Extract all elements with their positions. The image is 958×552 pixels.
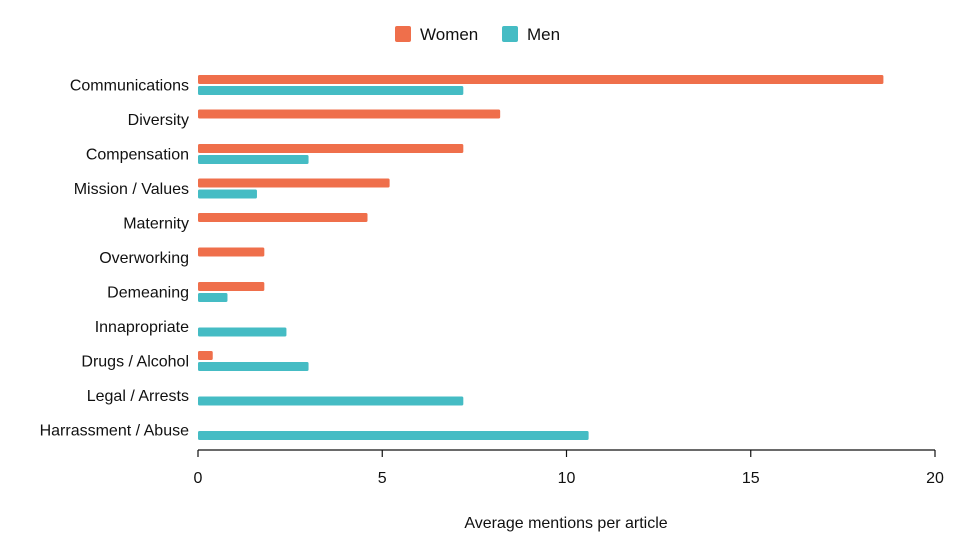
bar-women-diversity — [198, 109, 501, 119]
category-label-harrassment-abuse: Harrassment / Abuse — [40, 423, 190, 440]
bar-women-overworking — [198, 247, 265, 257]
category-labels: Communications Diversity Compensation Missi… — [40, 78, 190, 440]
category-label-maternity: Maternity — [123, 216, 189, 233]
category-label-compensation: Compensation — [86, 147, 189, 164]
bar-men-legal-arrests — [198, 396, 464, 406]
category-label-communications: Communications — [70, 78, 189, 95]
bar-women-communications — [198, 75, 884, 84]
bar-men-harrassment-abuse — [198, 431, 589, 440]
legend-label-men: Men — [527, 25, 560, 44]
bar-women-demeaning — [198, 282, 265, 291]
category-label-mission-values: Mission / Values — [74, 181, 189, 198]
category-label-demeaning: Demeaning — [107, 285, 189, 302]
bar-men-communications — [198, 86, 464, 95]
legend-swatch-women — [395, 26, 411, 42]
bar-women-compensation — [198, 144, 464, 153]
x-tick-label: 20 — [926, 470, 944, 487]
bar-men-drugs-alcohol — [198, 362, 309, 371]
bars — [198, 75, 884, 440]
x-axis-title: Average mentions per article — [464, 515, 667, 532]
bar-women-mission-values — [198, 178, 390, 188]
x-tick-label: 10 — [558, 470, 576, 487]
x-tick-label: 0 — [194, 470, 203, 487]
legend-label-women: Women — [420, 25, 478, 44]
legend-item-women: Women — [395, 25, 478, 44]
x-axis: 0 5 10 15 20 — [194, 449, 944, 487]
legend: Women Men — [395, 25, 560, 44]
legend-item-men: Men — [502, 25, 560, 44]
category-label-legal-arrests: Legal / Arrests — [87, 388, 189, 405]
legend-swatch-men — [502, 26, 518, 42]
bar-women-maternity — [198, 213, 368, 222]
category-label-diversity: Diversity — [128, 112, 189, 129]
bar-men-mission-values — [198, 189, 257, 199]
category-label-overworking: Overworking — [99, 250, 189, 267]
x-tick-label: 15 — [742, 470, 760, 487]
category-label-drugs-alcohol: Drugs / Alcohol — [81, 354, 189, 371]
x-tick-label: 5 — [378, 470, 387, 487]
bar-men-compensation — [198, 155, 309, 164]
bar-women-drugs-alcohol — [198, 351, 213, 360]
category-label-innapropriate: Innapropriate — [95, 319, 189, 336]
bar-men-innapropriate — [198, 327, 287, 337]
bar-men-demeaning — [198, 293, 228, 302]
